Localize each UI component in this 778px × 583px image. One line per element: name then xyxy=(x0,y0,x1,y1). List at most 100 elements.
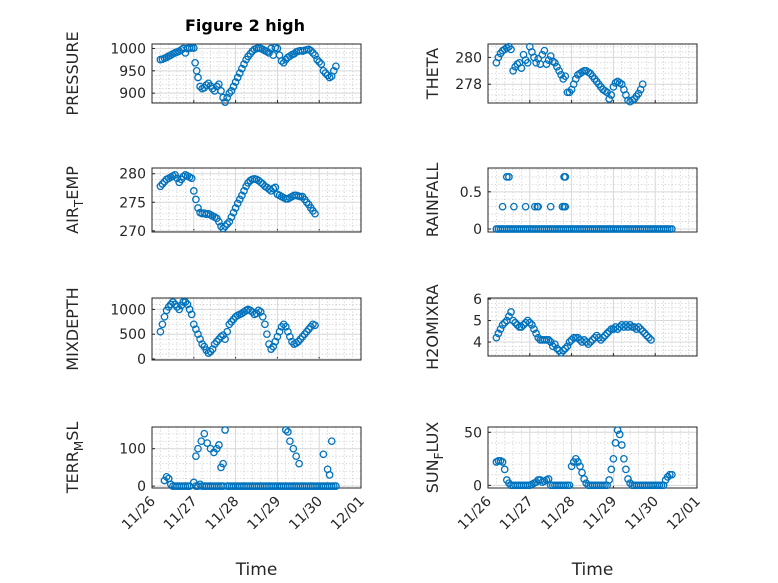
series-markers xyxy=(156,171,319,233)
y-tick-label: 100 xyxy=(119,442,146,458)
data-point xyxy=(580,475,588,483)
data-point xyxy=(505,173,513,181)
data-point xyxy=(225,217,234,226)
data-point xyxy=(323,71,332,80)
data-point xyxy=(663,473,672,481)
data-point xyxy=(510,202,518,211)
data-point xyxy=(221,98,229,106)
data-point xyxy=(306,46,315,55)
data-point xyxy=(187,310,196,319)
data-point xyxy=(624,475,632,483)
data-point xyxy=(215,80,223,89)
series-markers xyxy=(156,298,319,357)
data-point xyxy=(509,316,517,325)
data-point xyxy=(194,73,202,82)
x-tick-label: 11/29 xyxy=(244,494,284,534)
data-point xyxy=(162,472,171,481)
data-point xyxy=(586,338,595,346)
data-point xyxy=(311,51,319,60)
y-tick-label: 280 xyxy=(119,167,146,183)
y-tick-label: 0 xyxy=(473,222,482,238)
data-point xyxy=(158,320,167,329)
data-point xyxy=(292,452,301,461)
data-point xyxy=(227,87,236,95)
data-point xyxy=(597,336,605,344)
y-tick-label: 1000 xyxy=(110,41,146,57)
data-point xyxy=(546,338,555,346)
data-point xyxy=(638,327,647,336)
data-point xyxy=(273,44,282,53)
y-tick-label: 0 xyxy=(473,478,482,494)
data-point xyxy=(261,320,269,329)
data-point xyxy=(605,95,614,103)
y-tick-label: 1000 xyxy=(110,302,146,318)
data-point xyxy=(530,325,538,333)
data-point xyxy=(263,330,271,339)
x-tick-label: 11/27 xyxy=(161,494,201,534)
data-point xyxy=(642,331,651,340)
data-point xyxy=(626,321,634,329)
data-point xyxy=(609,454,618,463)
data-point xyxy=(233,199,242,208)
data-point xyxy=(160,476,169,485)
data-point xyxy=(505,312,513,321)
data-point xyxy=(189,44,198,52)
data-point xyxy=(544,336,553,344)
data-point xyxy=(584,340,593,349)
data-point xyxy=(240,60,248,68)
data-point xyxy=(525,318,534,327)
data-point xyxy=(567,462,576,471)
data-point xyxy=(521,202,530,211)
x-tick-label: 11/28 xyxy=(539,494,579,534)
data-point xyxy=(540,46,549,55)
data-point xyxy=(555,66,563,75)
data-point xyxy=(229,208,238,217)
data-point xyxy=(295,459,303,468)
data-point xyxy=(532,329,540,338)
x-tick-label: 11/28 xyxy=(203,494,243,534)
data-point xyxy=(319,66,328,75)
data-point xyxy=(557,348,565,357)
data-point xyxy=(620,454,628,463)
data-point xyxy=(544,56,553,64)
data-point xyxy=(311,209,319,218)
panel-5: 4 5 6 H2OMIXRA xyxy=(423,284,698,370)
data-point xyxy=(609,83,618,91)
data-point xyxy=(223,220,232,228)
data-point xyxy=(217,87,225,95)
data-point xyxy=(277,57,286,65)
data-point xyxy=(561,72,570,81)
data-point xyxy=(309,49,317,57)
data-point xyxy=(203,439,212,447)
data-point xyxy=(500,318,509,327)
data-point xyxy=(557,70,565,79)
panel-7: 11/26 11/27 11/28 11/29 11/30 12/01 0 50 SUNFLUX… xyxy=(423,422,704,580)
series-markers xyxy=(492,42,647,106)
data-point xyxy=(221,335,229,344)
data-point xyxy=(532,58,540,67)
x-axis-label: Time xyxy=(235,560,278,580)
panel-2: 270 275 280 AIRTEMP xyxy=(63,166,362,240)
data-point xyxy=(605,476,614,484)
axes-frame xyxy=(151,297,362,361)
plot-area xyxy=(487,167,698,233)
y-axis-label: SUNFLUX xyxy=(423,422,446,494)
y-axis-label: THETA xyxy=(423,48,442,100)
x-tick-label: 11/26 xyxy=(455,493,495,533)
series-markers xyxy=(492,426,676,490)
data-point xyxy=(511,318,520,327)
data-point xyxy=(231,78,240,86)
data-point xyxy=(200,429,209,438)
data-point xyxy=(158,180,167,188)
y-axis-label: TERRMSL xyxy=(63,422,86,495)
axes-frame xyxy=(151,43,362,104)
data-point xyxy=(509,66,517,75)
data-point xyxy=(217,463,225,472)
data-point xyxy=(647,336,655,344)
data-point xyxy=(542,60,551,68)
panel-3: 0 0.5 RAINFALL xyxy=(423,163,698,238)
axes-frame xyxy=(487,297,698,357)
data-point xyxy=(528,321,536,329)
data-point xyxy=(332,62,340,71)
